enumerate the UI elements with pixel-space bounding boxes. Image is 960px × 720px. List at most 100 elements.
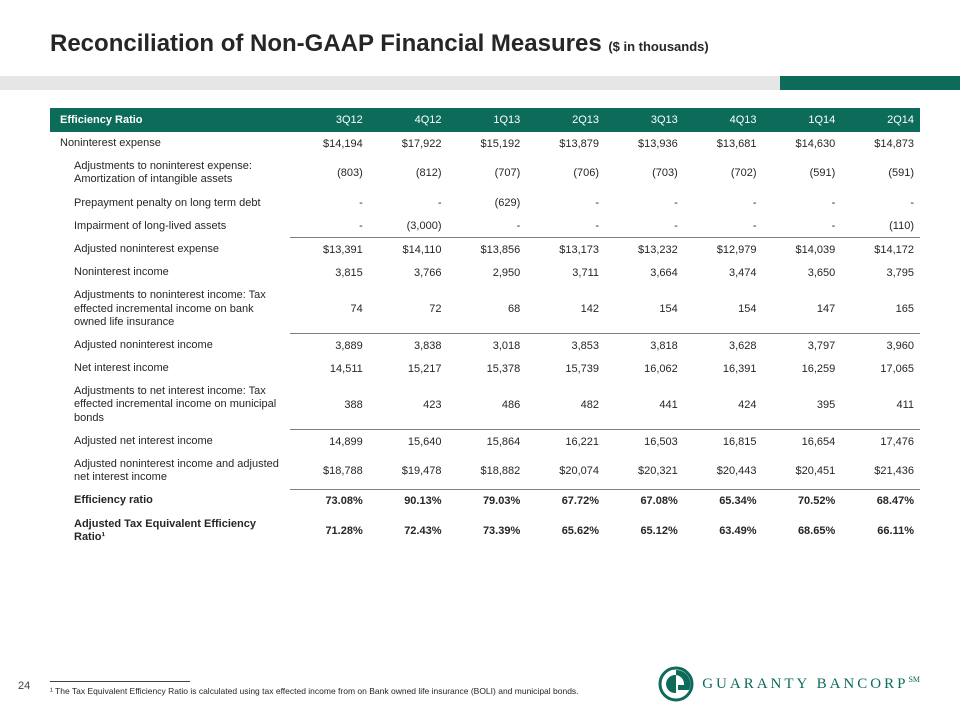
cell-value: - bbox=[290, 215, 369, 238]
cell-value: $13,936 bbox=[605, 132, 684, 155]
cell-value: - bbox=[448, 215, 527, 238]
cell-value: (591) bbox=[841, 155, 920, 191]
cell-value: $13,232 bbox=[605, 238, 684, 261]
page-title: Reconciliation of Non-GAAP Financial Mea… bbox=[50, 30, 920, 58]
cell-value: 65.12% bbox=[605, 513, 684, 549]
cell-value: 16,391 bbox=[684, 357, 763, 380]
cell-value: 14,511 bbox=[290, 357, 369, 380]
table-row: Net interest income14,51115,21715,37815,… bbox=[50, 357, 920, 380]
cell-value: 3,889 bbox=[290, 334, 369, 357]
cell-value: 67.08% bbox=[605, 489, 684, 512]
cell-value: 70.52% bbox=[763, 489, 842, 512]
cell-value: - bbox=[526, 192, 605, 215]
table-row: Prepayment penalty on long term debt--(6… bbox=[50, 192, 920, 215]
cell-value: 63.49% bbox=[684, 513, 763, 549]
logo-icon bbox=[658, 666, 694, 702]
cell-value: 3,797 bbox=[763, 334, 842, 357]
cell-value: 3,018 bbox=[448, 334, 527, 357]
cell-value: 3,664 bbox=[605, 261, 684, 284]
cell-value: 15,640 bbox=[369, 430, 448, 453]
company-logo: GUARANTY BANCORPSM bbox=[658, 666, 920, 702]
cell-value: $13,879 bbox=[526, 132, 605, 155]
financial-table: Efficiency Ratio 3Q12 4Q12 1Q13 2Q13 3Q1… bbox=[50, 108, 920, 549]
table-row: Adjusted noninterest income and adjusted… bbox=[50, 453, 920, 489]
cell-value: 3,628 bbox=[684, 334, 763, 357]
cell-value: 68.47% bbox=[841, 489, 920, 512]
row-label: Adjusted net interest income bbox=[50, 430, 290, 453]
cell-value: - bbox=[763, 215, 842, 238]
cell-value: $14,630 bbox=[763, 132, 842, 155]
cell-value: 14,899 bbox=[290, 430, 369, 453]
cell-value: 3,818 bbox=[605, 334, 684, 357]
table-row: Adjusted noninterest expense$13,391$14,1… bbox=[50, 238, 920, 261]
cell-value: 424 bbox=[684, 380, 763, 430]
col-4q13: 4Q13 bbox=[684, 108, 763, 132]
cell-value: 73.39% bbox=[448, 513, 527, 549]
row-label: Adjustments to noninterest expense: Amor… bbox=[50, 155, 290, 191]
cell-value: $14,172 bbox=[841, 238, 920, 261]
header-label: Efficiency Ratio bbox=[50, 108, 290, 132]
cell-value: (110) bbox=[841, 215, 920, 238]
cell-value: 142 bbox=[526, 284, 605, 334]
cell-value: 16,815 bbox=[684, 430, 763, 453]
logo-text: GUARANTY BANCORPSM bbox=[702, 675, 920, 693]
table-row: Adjusted Tax Equivalent Efficiency Ratio… bbox=[50, 513, 920, 549]
cell-value: 72.43% bbox=[369, 513, 448, 549]
cell-value: 3,853 bbox=[526, 334, 605, 357]
cell-value: 65.62% bbox=[526, 513, 605, 549]
cell-value: 16,221 bbox=[526, 430, 605, 453]
page-number: 24 bbox=[18, 680, 30, 692]
table-row: Impairment of long-lived assets-(3,000)-… bbox=[50, 215, 920, 238]
cell-value: (707) bbox=[448, 155, 527, 191]
cell-value: 66.11% bbox=[841, 513, 920, 549]
cell-value: 74 bbox=[290, 284, 369, 334]
title-sub: ($ in thousands) bbox=[608, 39, 708, 54]
table-row: Adjusted net interest income14,89915,640… bbox=[50, 430, 920, 453]
cell-value: (3,000) bbox=[369, 215, 448, 238]
cell-value: $18,882 bbox=[448, 453, 527, 489]
cell-value: $12,979 bbox=[684, 238, 763, 261]
row-label: Noninterest expense bbox=[50, 132, 290, 155]
cell-value: $20,443 bbox=[684, 453, 763, 489]
cell-value: 16,654 bbox=[763, 430, 842, 453]
cell-value: $13,856 bbox=[448, 238, 527, 261]
row-label: Adjusted noninterest expense bbox=[50, 238, 290, 261]
cell-value: (702) bbox=[684, 155, 763, 191]
cell-value: 395 bbox=[763, 380, 842, 430]
cell-value: - bbox=[290, 192, 369, 215]
row-label: Impairment of long-lived assets bbox=[50, 215, 290, 238]
cell-value: - bbox=[605, 215, 684, 238]
row-label: Adjusted noninterest income and adjusted… bbox=[50, 453, 290, 489]
cell-value: 2,950 bbox=[448, 261, 527, 284]
cell-value: 3,474 bbox=[684, 261, 763, 284]
cell-value: $20,074 bbox=[526, 453, 605, 489]
cell-value: 71.28% bbox=[290, 513, 369, 549]
table-row: Noninterest income3,8153,7662,9503,7113,… bbox=[50, 261, 920, 284]
col-3q13: 3Q13 bbox=[605, 108, 684, 132]
cell-value: 79.03% bbox=[448, 489, 527, 512]
cell-value: 423 bbox=[369, 380, 448, 430]
table-row: Efficiency ratio73.08%90.13%79.03%67.72%… bbox=[50, 489, 920, 512]
footnote-rule bbox=[50, 681, 190, 682]
cell-value: 441 bbox=[605, 380, 684, 430]
cell-value: 17,476 bbox=[841, 430, 920, 453]
cell-value: 3,766 bbox=[369, 261, 448, 284]
cell-value: (703) bbox=[605, 155, 684, 191]
cell-value: 165 bbox=[841, 284, 920, 334]
cell-value: (629) bbox=[448, 192, 527, 215]
col-4q12: 4Q12 bbox=[369, 108, 448, 132]
cell-value: 67.72% bbox=[526, 489, 605, 512]
cell-value: 90.13% bbox=[369, 489, 448, 512]
table-row: Adjustments to noninterest income: Tax e… bbox=[50, 284, 920, 334]
row-label: Adjustments to net interest income: Tax … bbox=[50, 380, 290, 430]
cell-value: 482 bbox=[526, 380, 605, 430]
cell-value: 15,739 bbox=[526, 357, 605, 380]
cell-value: $18,788 bbox=[290, 453, 369, 489]
cell-value: 154 bbox=[684, 284, 763, 334]
cell-value: 3,711 bbox=[526, 261, 605, 284]
cell-value: $13,173 bbox=[526, 238, 605, 261]
cell-value: 16,259 bbox=[763, 357, 842, 380]
cell-value: (706) bbox=[526, 155, 605, 191]
table-row: Adjusted noninterest income3,8893,8383,0… bbox=[50, 334, 920, 357]
cell-value: 15,864 bbox=[448, 430, 527, 453]
